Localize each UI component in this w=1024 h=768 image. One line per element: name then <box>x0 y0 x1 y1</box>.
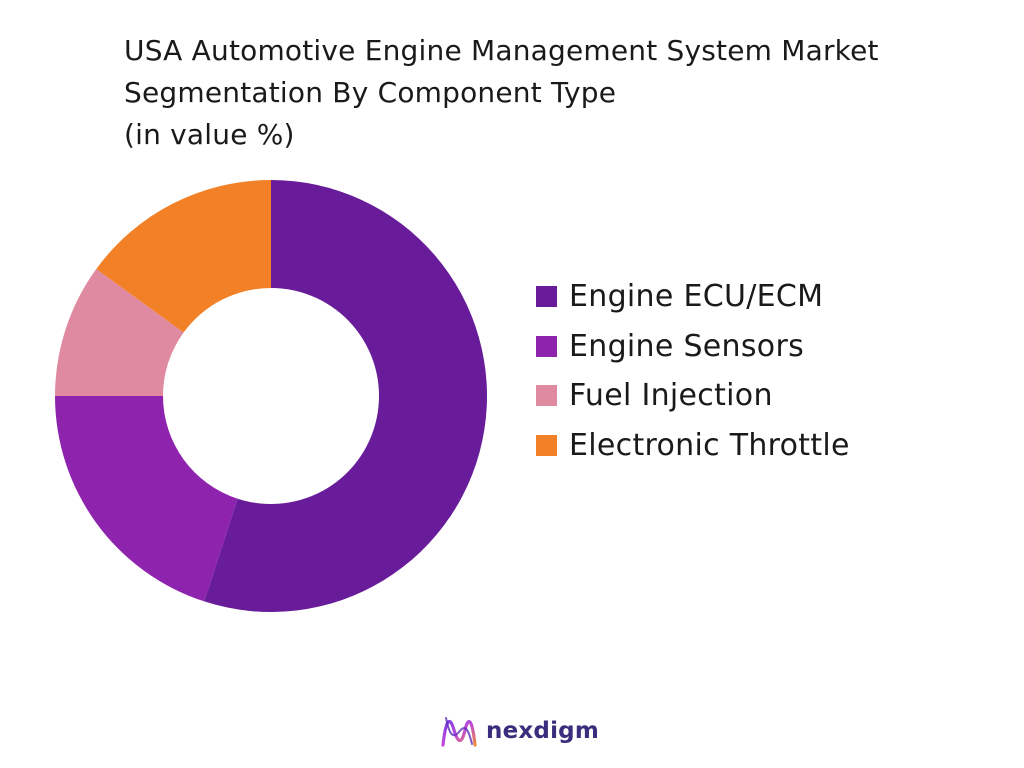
legend-swatch <box>536 385 557 407</box>
legend-item: Fuel Injection <box>536 371 850 421</box>
legend-item: Engine Sensors <box>536 322 850 372</box>
donut-slice-engine-sensors <box>55 396 238 602</box>
chart-title-line-2: Segmentation By Component Type <box>124 76 617 109</box>
donut-slice-engine-ecu-ecm <box>204 180 487 612</box>
legend-label: Electronic Throttle <box>569 427 850 463</box>
donut-slice-fuel-injection <box>55 269 184 396</box>
legend-item: Engine ECU/ECM <box>536 272 850 322</box>
chart-legend: Engine ECU/ECM Engine Sensors Fuel Injecti… <box>536 272 850 470</box>
donut-slice-electronic-throttle <box>96 180 272 333</box>
chart-title-line-1: USA Automotive Engine Management System … <box>124 34 879 67</box>
donut-slices <box>55 180 487 612</box>
legend-swatch <box>536 335 557 357</box>
legend-swatch <box>536 286 557 308</box>
nexdigm-logo-icon <box>441 717 477 747</box>
legend-swatch <box>536 434 557 456</box>
brand-name: nexdigm <box>486 718 599 744</box>
legend-item: Electronic Throttle <box>536 421 850 471</box>
legend-label: Engine ECU/ECM <box>569 279 824 315</box>
legend-label: Engine Sensors <box>569 328 805 364</box>
legend-label: Fuel Injection <box>569 378 773 414</box>
chart-title-line-3: (in value %) <box>124 118 295 151</box>
chart-title: USA Automotive Engine Management System … <box>124 30 1004 156</box>
brand-logo: nexdigm <box>440 714 599 748</box>
